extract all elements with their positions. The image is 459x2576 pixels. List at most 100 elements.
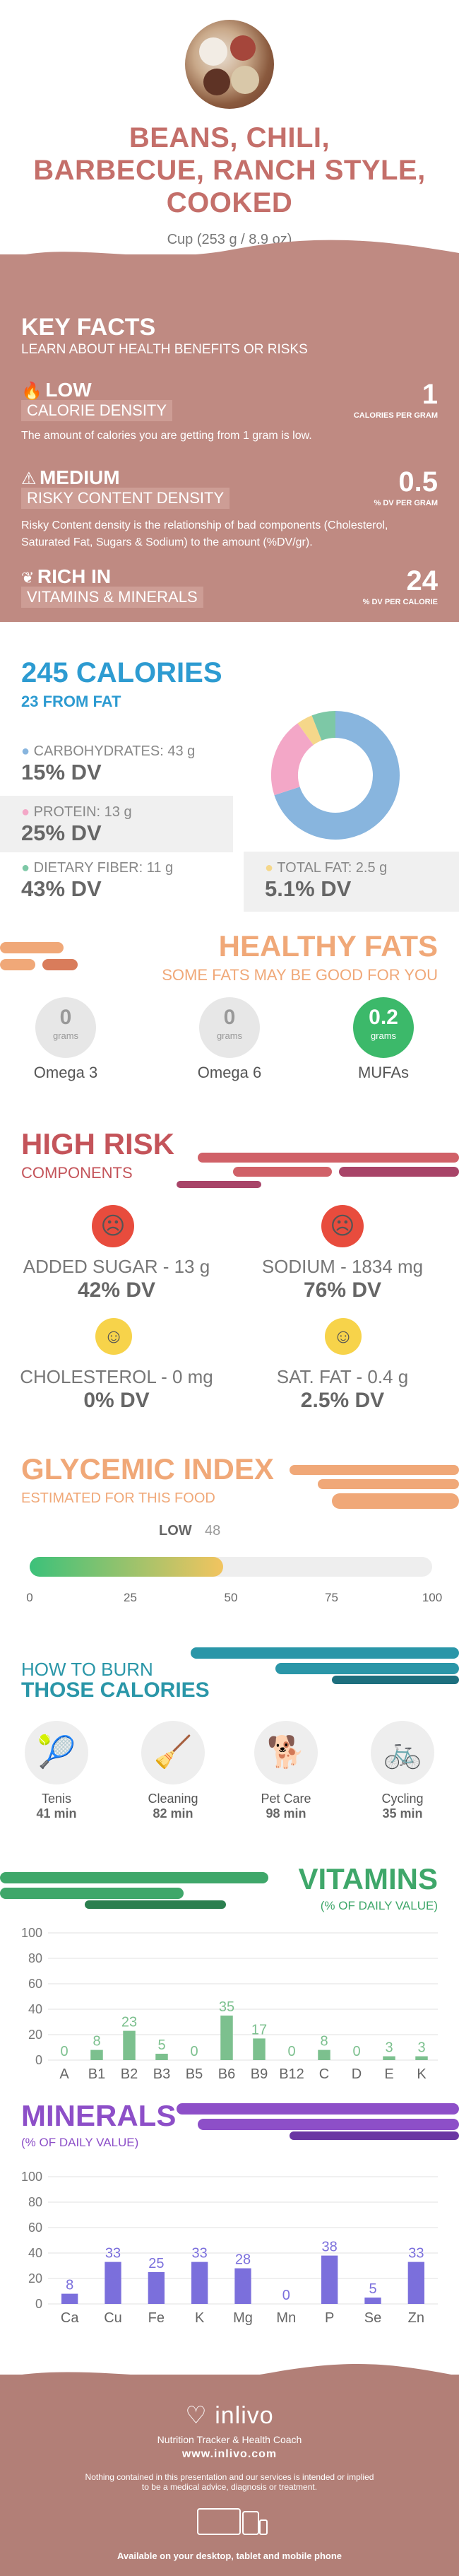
x-tick-label: K: [417, 2066, 427, 2082]
sat-fat-label: SAT. FAT - 0.4 g: [276, 1366, 409, 1387]
y-tick-label: 100: [21, 1926, 42, 1940]
fiber-label: DIETARY FIBER: 11 g: [33, 860, 174, 876]
fiber-dv: 43% DV: [21, 876, 102, 901]
bar-Zn: [407, 2262, 424, 2304]
food-image: [185, 20, 274, 109]
y-tick-label: 0: [35, 2297, 42, 2311]
sodium-label: SODIUM - 1834 mg: [261, 1256, 424, 1277]
rich-unit: % DV PER CALORIE: [362, 598, 438, 606]
serving-size: Cup (253 g / 8.9 oz): [167, 232, 292, 247]
tennis-icon: 🎾: [25, 1721, 88, 1784]
vitamins-section: VITAMINS (% OF DAILY VALUE) 0 20 40 60 80 100…: [0, 1862, 459, 2092]
glycemic-tick-label: 25: [124, 1591, 137, 1604]
stripes-decoration: [191, 1647, 459, 1684]
medium-level: MEDIUM: [39, 466, 120, 488]
fiber-dot-icon: ●: [21, 860, 30, 876]
added-sugar-dv: 42% DV: [77, 1278, 156, 1302]
added-sugar-label: ADDED SUGAR - 13 g: [23, 1256, 210, 1277]
x-tick-label: A: [59, 2066, 69, 2082]
y-tick-label: 60: [28, 2221, 42, 2235]
donut-slice-fiber: [311, 711, 336, 741]
healthy-fats-sub: SOME FATS MAY BE GOOD FOR YOU: [162, 966, 438, 984]
x-tick-label: Mn: [276, 2310, 296, 2326]
bar-value-label: 28: [235, 2252, 251, 2268]
activity-cycling: 🚲 Cycling 35 min: [360, 1721, 445, 1821]
stripes-decoration: [290, 1465, 459, 1509]
glycemic-section: GLYCEMIC INDEX ESTIMATED FOR THIS FOOD L…: [0, 1452, 459, 1622]
bar-B1: [90, 2049, 103, 2060]
glycemic-fill: [30, 1557, 223, 1577]
y-tick-label: 80: [28, 2195, 42, 2209]
devices-icon: [197, 2508, 268, 2535]
donut-slice-fat: [297, 715, 323, 746]
bar-value-label: 0: [190, 2044, 198, 2059]
y-tick-label: 80: [28, 1951, 42, 1965]
fat-label: TOTAL FAT: 2.5 g: [277, 860, 388, 876]
risky-density-label: RISKY CONTENT DENSITY: [21, 488, 230, 509]
flame-icon: 🔥: [21, 382, 42, 401]
bar-value-label: 35: [219, 1999, 234, 2015]
bar-value-label: 33: [105, 2246, 121, 2262]
risky-density-value: 0.5: [398, 466, 438, 498]
risky-density-unit: % DV PER GRAM: [374, 499, 438, 507]
sad-face-icon: ☹: [92, 1205, 134, 1247]
bar-Se: [364, 2298, 381, 2304]
minerals-heading: MINERALS: [21, 2099, 177, 2132]
bar-value-label: 38: [322, 2240, 338, 2255]
y-tick-label: 20: [28, 2271, 42, 2286]
calorie-density-desc: The amount of calories you are getting f…: [21, 430, 312, 442]
bar-value-label: 33: [408, 2246, 424, 2262]
key-facts-section: KEY FACTS LEARN ABOUT HEALTH BENEFITS OR…: [0, 240, 459, 622]
bar-K: [415, 2056, 428, 2060]
x-tick-label: D: [352, 2066, 362, 2082]
bar-Cu: [105, 2262, 121, 2304]
glycemic-tick-label: 50: [224, 1591, 238, 1604]
calories-heading: 245 CALORIES: [21, 657, 222, 688]
website-link[interactable]: www.inlivo.com: [181, 2448, 278, 2460]
protein-label: PROTEIN: 13 g: [33, 804, 132, 820]
bar-value-label: 3: [385, 2040, 393, 2056]
high-risk-section: HIGH RISK COMPONENTS ☹ ADDED SUGAR - 13 …: [0, 1127, 459, 1424]
y-tick-label: 40: [28, 2002, 42, 2016]
page-title-line1: BEANS, CHILI,: [129, 122, 330, 153]
dog-walk-icon: 🐕: [254, 1721, 318, 1784]
calories-from-fat: 23 FROM FAT: [21, 693, 121, 710]
x-tick-label: K: [195, 2310, 205, 2326]
x-tick-label: B3: [153, 2066, 170, 2082]
bar-value-label: 0: [287, 2044, 295, 2059]
stripes-decoration: [177, 1153, 459, 1188]
x-tick-label: Ca: [61, 2310, 79, 2326]
carbs-dv: 15% DV: [21, 760, 102, 784]
bar-value-label: 8: [66, 2278, 73, 2293]
available-note: Available on your desktop, tablet and mo…: [117, 2551, 342, 2561]
carbs-dot-icon: ●: [21, 743, 30, 759]
donut-slice-protein: [271, 723, 314, 796]
x-tick-label: P: [325, 2310, 334, 2326]
glycemic-value: 48: [205, 1523, 221, 1539]
risky-density-desc: Risky Content density is the relationshi…: [21, 519, 388, 548]
y-tick-label: 40: [28, 2246, 42, 2260]
minerals-sub: (% OF DAILY VALUE): [21, 2136, 139, 2149]
calorie-density-value: 1: [422, 379, 438, 410]
bar-value-label: 3: [417, 2040, 425, 2056]
heart-icon: ♡: [185, 2402, 208, 2429]
bicycle-icon: 🚲: [371, 1721, 434, 1784]
leaf-icon: ❦: [21, 569, 35, 587]
bar-Mg: [234, 2268, 251, 2304]
x-tick-label: B2: [121, 2066, 138, 2082]
grin-face-icon: ☺: [95, 1318, 132, 1355]
y-tick-label: 60: [28, 1977, 42, 1991]
bar-B6: [220, 2016, 233, 2060]
bar-value-label: 8: [93, 2034, 100, 2049]
vitamins-sub: (% OF DAILY VALUE): [320, 1899, 438, 1912]
brand-logo: ♡ inlivo: [185, 2402, 274, 2429]
x-tick-label: Se: [364, 2310, 381, 2326]
x-tick-label: Cu: [104, 2310, 122, 2326]
vitamins-bar-chart: 0204060801000A8B123B25B30B535B617B90B128…: [21, 1926, 438, 2082]
tagline: Nutrition Tracker & Health Coach: [157, 2434, 302, 2445]
carbs-label: CARBOHYDRATES: 43 g: [33, 743, 196, 759]
sodium-dv: 76% DV: [303, 1278, 382, 1302]
glycemic-heading: GLYCEMIC INDEX: [21, 1452, 274, 1486]
bar-value-label: 25: [148, 2256, 164, 2271]
bar-B3: [155, 2054, 168, 2060]
